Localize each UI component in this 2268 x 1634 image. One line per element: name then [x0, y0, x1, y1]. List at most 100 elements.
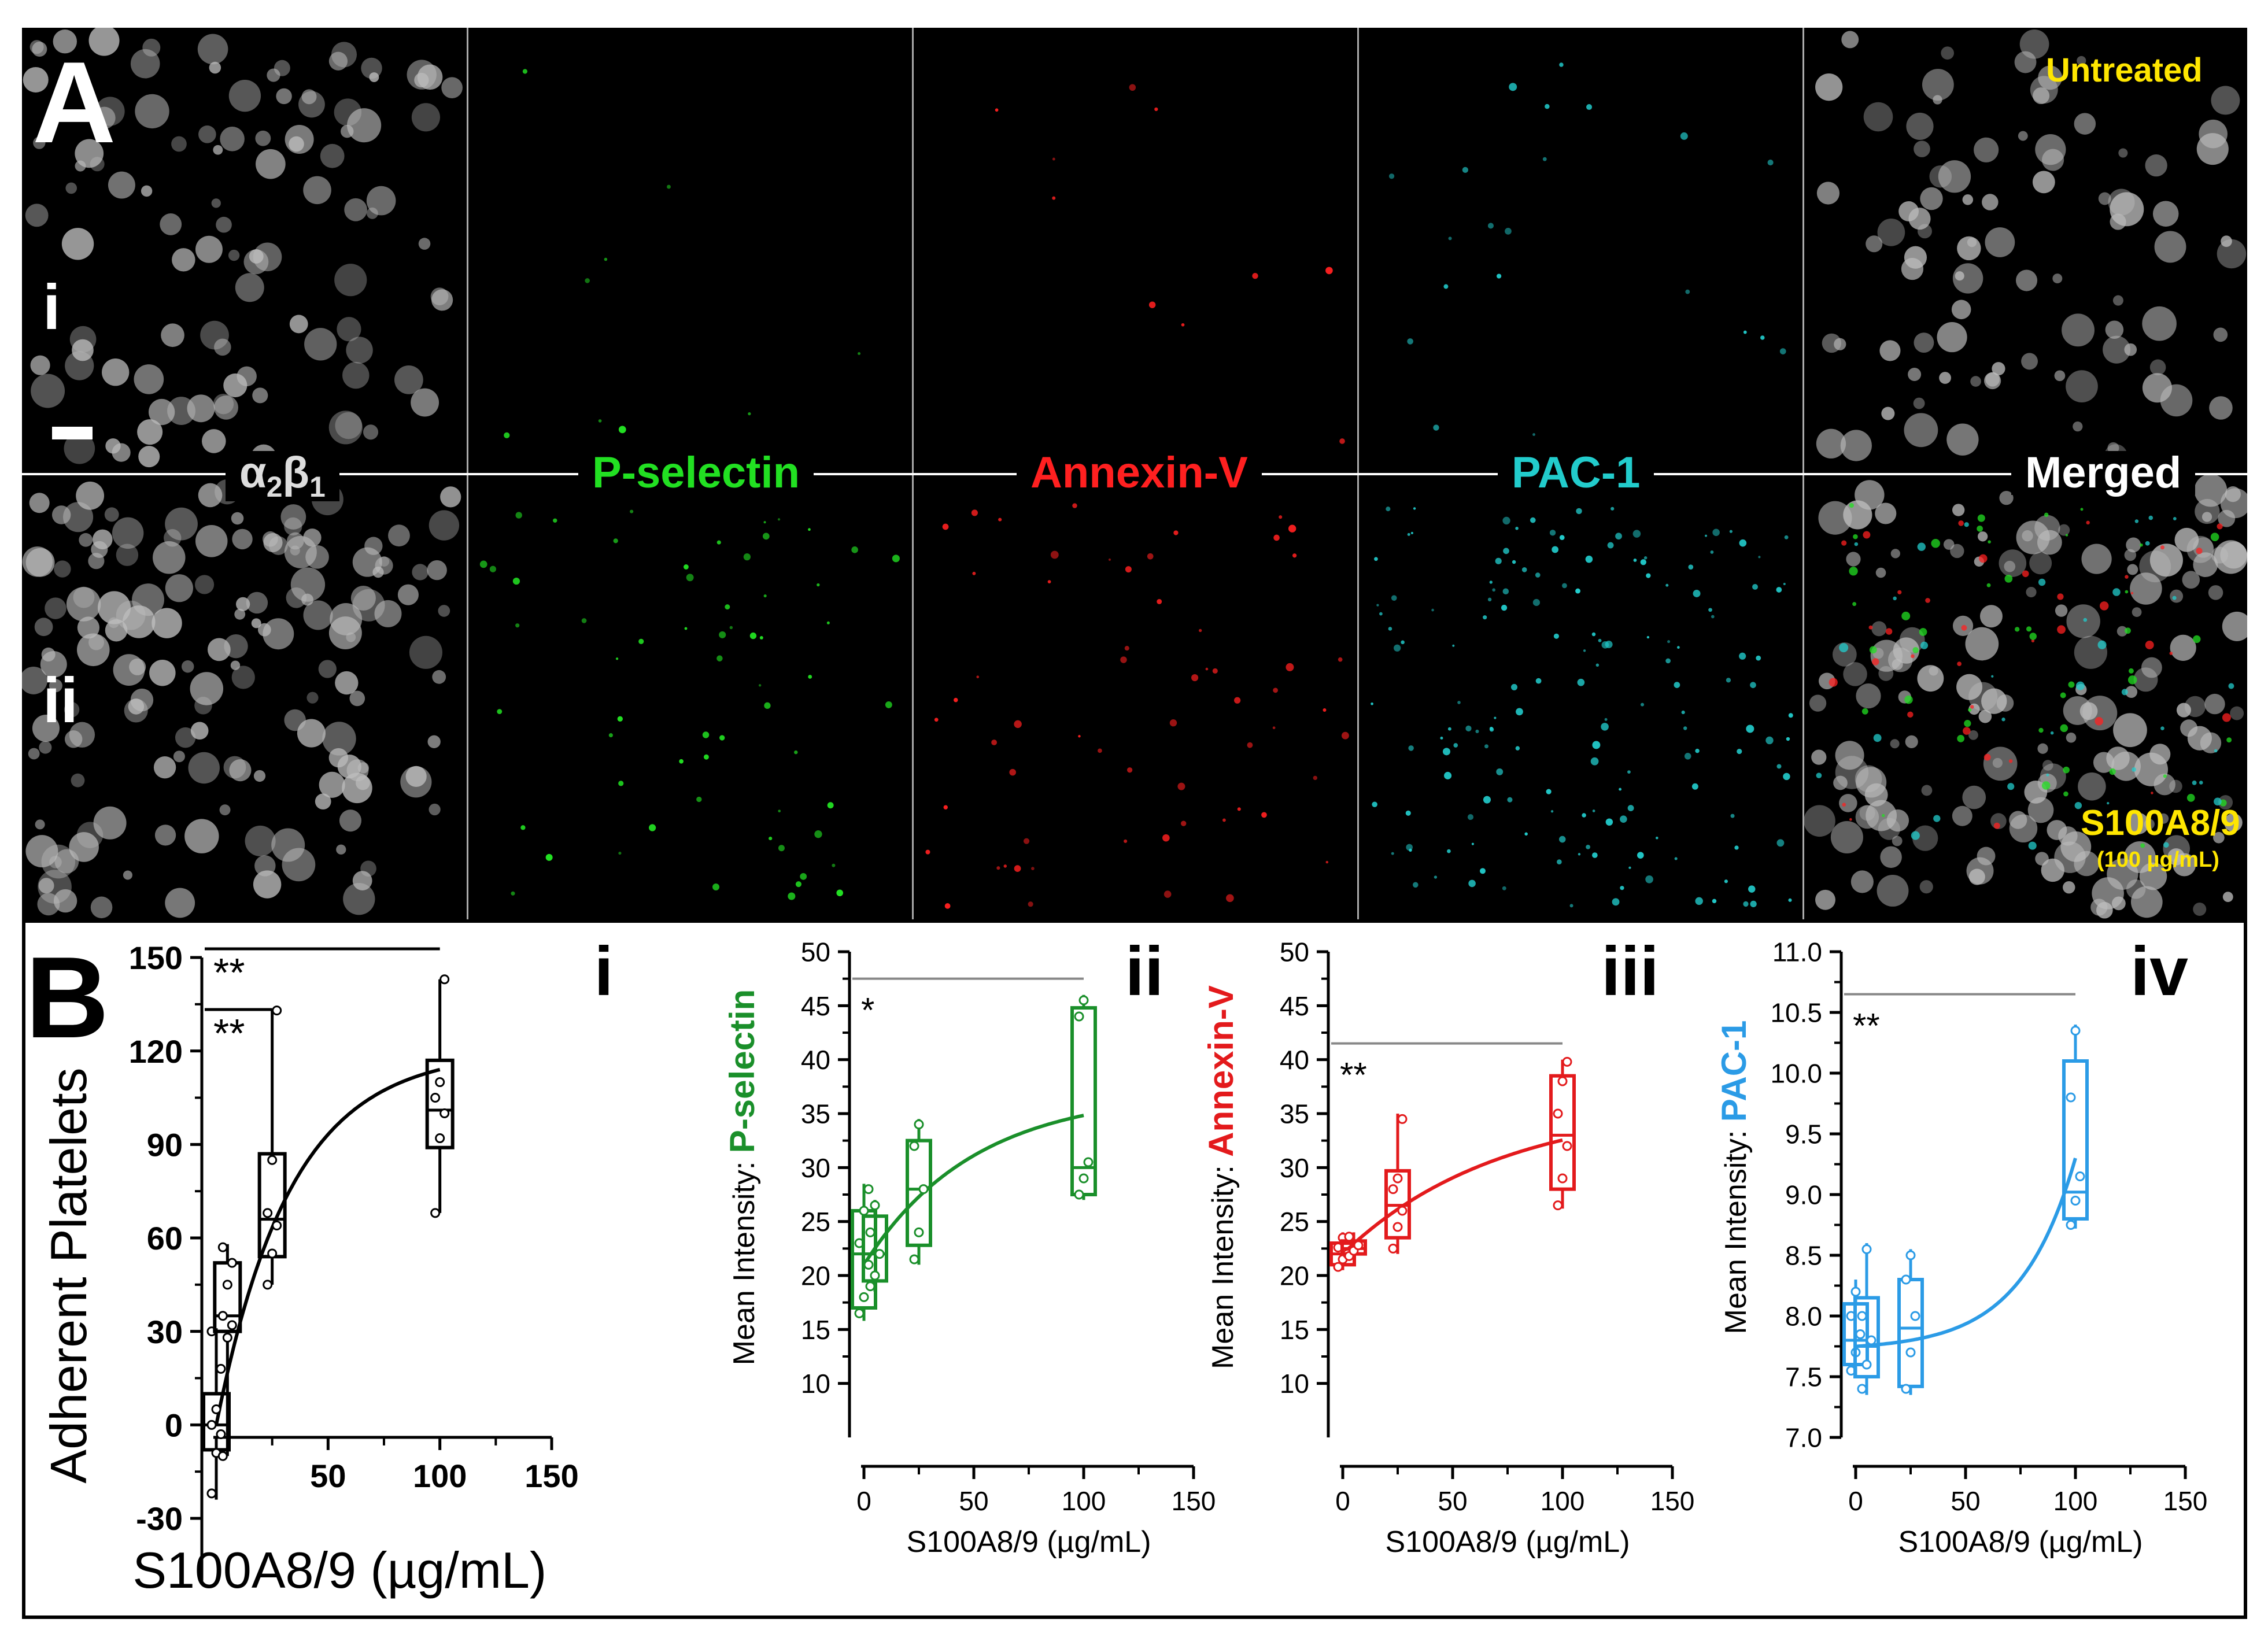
- data-point: [1388, 1184, 1398, 1195]
- x-tick-label: 0: [1848, 1486, 1863, 1516]
- data-point: [222, 1280, 232, 1290]
- x-tick-label: 50: [1951, 1486, 1980, 1516]
- data-point: [1553, 1200, 1563, 1211]
- data-point: [1850, 1287, 1861, 1297]
- x-tick-label: 50: [959, 1486, 988, 1516]
- data-point: [1901, 1274, 1911, 1285]
- untreated-label: Untreated: [2046, 51, 2203, 89]
- panel-roman-label: i: [594, 933, 613, 1010]
- y-tick-label: 50: [1280, 937, 1309, 967]
- data-point: [2066, 1092, 2076, 1103]
- data-point: [863, 1259, 874, 1270]
- box-25: [1384, 1114, 1411, 1254]
- y-tick-label: 25: [1280, 1207, 1309, 1237]
- y-tick-label: 35: [801, 1099, 830, 1129]
- row-label-untreated: i: [43, 272, 61, 343]
- y-axis-label: Mean Intensity: PAC-1: [1715, 1021, 1753, 1334]
- box-25: [257, 1005, 287, 1290]
- data-point: [267, 1155, 278, 1165]
- platelet-speckle-texture: [22, 28, 2247, 919]
- data-point: [216, 1363, 226, 1374]
- y-tick-label: 20: [801, 1261, 830, 1291]
- data-point: [216, 1429, 226, 1439]
- box-iqr: [213, 1261, 242, 1333]
- y-tick-label: 25: [801, 1207, 830, 1237]
- panel-letter-b: B: [25, 933, 109, 1062]
- data-point: [1353, 1240, 1364, 1251]
- y-tick-label: 35: [1280, 1099, 1309, 1129]
- channel-label-annexin-v: Annexin-V: [1017, 451, 1262, 495]
- y-axis-label-marker: Annexin-V: [1202, 985, 1240, 1157]
- data-point: [206, 1419, 217, 1430]
- y-tick-label: 40: [801, 1045, 830, 1075]
- data-point: [2070, 1196, 2081, 1206]
- x-tick-label: 150: [524, 1458, 578, 1494]
- channel-label-a2b1: α2β1: [226, 450, 339, 502]
- data-point: [2070, 1026, 2081, 1036]
- data-point: [1388, 1243, 1398, 1254]
- data-point: [914, 1227, 924, 1237]
- y-tick-label: 7.5: [1785, 1362, 1822, 1392]
- significance-label: **: [1340, 1056, 1367, 1095]
- box-100: [425, 974, 455, 1218]
- fit-curve: [1855, 1158, 2077, 1348]
- y-tick-label: 50: [801, 937, 830, 967]
- data-point: [211, 1404, 221, 1414]
- data-point: [206, 1488, 217, 1499]
- box-iqr: [862, 1214, 888, 1283]
- y-tick-label: 45: [801, 991, 830, 1021]
- data-point: [1397, 1114, 1408, 1124]
- y-tick-label: 120: [129, 1033, 183, 1070]
- panel-a-microscopy: A i ii α2β1 P-selectin Annexin-V PAC-1 M…: [22, 28, 2247, 919]
- data-point: [272, 1005, 282, 1016]
- panel-roman-label: iii: [1601, 933, 1659, 1010]
- y-tick-label: 20: [1280, 1261, 1309, 1291]
- chart-ii: 10 15 20 25 30 35 40 45 50 0 50 100 150 S100A8/9 (µg/…: [723, 933, 1216, 1559]
- data-point: [227, 1258, 237, 1268]
- significance-label: **: [213, 950, 245, 995]
- box-iqr: [1549, 1074, 1576, 1191]
- data-point: [859, 1292, 869, 1302]
- x-axis-label: S100A8/9 (µg/mL): [1385, 1525, 1630, 1559]
- x-tick-label: 100: [1062, 1486, 1106, 1516]
- data-point: [272, 1220, 282, 1230]
- data-point: [435, 1133, 445, 1144]
- data-point: [1397, 1206, 1408, 1216]
- data-point: [1905, 1250, 1916, 1260]
- data-point: [263, 1280, 273, 1290]
- y-tick-label: 15: [1280, 1315, 1309, 1345]
- data-point: [874, 1249, 885, 1259]
- x-tick-label: 100: [413, 1458, 467, 1494]
- y-tick-label: 7.0: [1785, 1423, 1822, 1453]
- speckle-group: [22, 28, 2247, 919]
- box-5: [862, 1200, 888, 1292]
- x-axis-label: S100A8/9 (µg/mL): [132, 1541, 546, 1599]
- data-point: [914, 1119, 924, 1130]
- y-axis-label-marker: PAC-1: [1715, 1021, 1753, 1122]
- data-point: [865, 1281, 876, 1292]
- data-point: [854, 1308, 865, 1318]
- panel-roman-label: iv: [2130, 933, 2188, 1010]
- box-25: [906, 1119, 932, 1265]
- box-iqr: [906, 1138, 932, 1247]
- x-tick-label: 150: [1172, 1486, 1216, 1516]
- x-tick-label: 100: [1541, 1486, 1585, 1516]
- x-tick-label: 50: [310, 1458, 346, 1494]
- y-tick-label: 30: [1280, 1153, 1309, 1183]
- data-point: [435, 1077, 445, 1088]
- y-tick-label: 15: [801, 1315, 830, 1345]
- treatment-dose-label: (100 µg/mL): [2097, 848, 2219, 872]
- data-point: [439, 974, 450, 985]
- y-axis-label: Mean Intensity: Annexin-V: [1202, 985, 1240, 1369]
- scale-bar: [52, 427, 93, 439]
- y-axis-label-prefix: Mean Intensity:: [727, 1153, 761, 1365]
- y-tick-label: 9.5: [1785, 1119, 1822, 1149]
- data-point: [217, 1242, 228, 1252]
- data-point: [865, 1227, 876, 1237]
- data-point: [263, 1208, 273, 1218]
- data-point: [1910, 1311, 1920, 1321]
- data-point: [430, 1208, 441, 1218]
- data-point: [1562, 1056, 1572, 1067]
- chart-iii: 10 15 20 25 30 35 40 45 50 0 50 100 150 S100A8/9 (µg/…: [1202, 933, 1694, 1559]
